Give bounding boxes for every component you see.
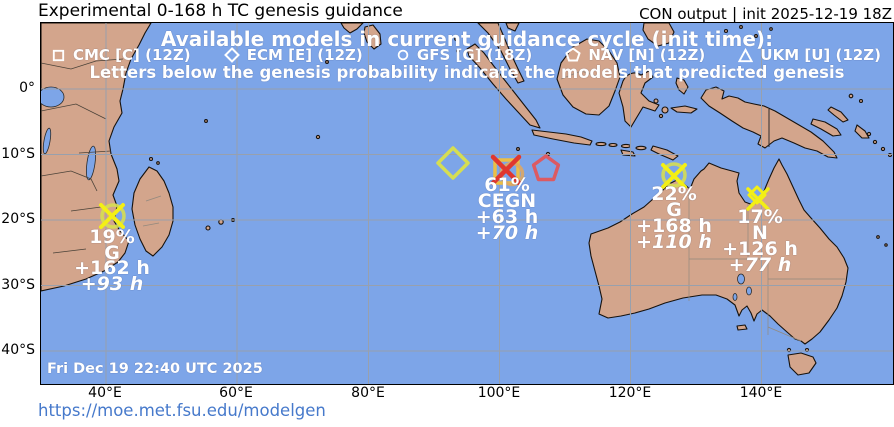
lon-tick-140e: 140°E [739, 385, 783, 401]
genesis-valid-hour: +93 h [80, 272, 144, 295]
lon-tick-100e: 100°E [477, 385, 521, 401]
genesis-symbols [99, 146, 770, 229]
ecm-diamond-icon [436, 146, 470, 180]
title-separator: | [731, 4, 738, 23]
legend-item-nav: NAV [N] (12Z) [565, 46, 705, 64]
gfs-genesis-circle-icon [661, 162, 687, 188]
landmass-tasmania [787, 352, 817, 376]
legend-label: UKM [U] (12Z) [760, 46, 881, 64]
landmass-indochina-bit [505, 23, 520, 32]
product-name: CON output [639, 5, 727, 23]
title-bar: Experimental 0-168 h TC genesis guidance… [0, 0, 894, 23]
legend-label: GFS [G] (18Z) [416, 46, 533, 64]
gfs-circle-icon [397, 49, 409, 61]
legend-item-ecm: ECM [E] (12Z) [223, 46, 363, 64]
genesis-area-2-label: 61% CEGN +63 h +70 h [475, 174, 539, 244]
init-time: init 2025-12-19 18Z [742, 5, 892, 23]
legend-label: NAV [N] (12Z) [588, 46, 706, 64]
cmc-square-icon [52, 49, 65, 61]
landmass-seram [670, 105, 698, 114]
genesis-valid-hour: +110 h [636, 231, 712, 253]
banner-heading: Available models in current guidance cyc… [160, 27, 774, 51]
genesis-models: N [752, 222, 768, 244]
landmass-new-britain [810, 118, 842, 137]
lon-tick-120e: 120°E [608, 385, 652, 401]
genesis-hour: +126 h [722, 238, 798, 260]
consensus-x-icon [490, 154, 522, 186]
genesis-hour: +162 h [74, 257, 150, 279]
model-legend: CMC [C] (12Z) ECM [E] (12Z) GFS [G] (18Z… [51, 46, 881, 64]
genesis-area-1-label: 19% G +162 h +93 h [74, 226, 150, 295]
banner-note: Letters below the genesis probability in… [89, 63, 845, 82]
legend-label: CMC [C] (12Z) [73, 46, 191, 64]
genesis-area-3-marker [661, 162, 687, 189]
ukm-triangle-icon [738, 47, 754, 62]
lon-tick-80e: 80°E [351, 385, 385, 401]
landmass-kangaroo-island [736, 324, 748, 331]
basemap-svg [41, 23, 893, 384]
genesis-valid-hour: +70 h [475, 222, 539, 244]
landmass-mindanao [642, 23, 675, 47]
genesis-valid-hour: +77 h [728, 254, 792, 276]
lat-tick-40s: 40°S [1, 342, 35, 358]
source-url-link[interactable]: https://moe.met.fsu.edu/modelgen [38, 401, 326, 420]
genesis-area-4-marker [746, 185, 770, 211]
landmass-australia [588, 158, 849, 345]
landmass-malay-peninsula [477, 23, 525, 84]
lat-tick-20s: 20°S [1, 211, 35, 227]
nav-pentagon-icon [565, 47, 582, 62]
genesis-x-icon [661, 163, 687, 189]
genesis-hour: +168 h [636, 215, 712, 237]
landmass-new-ireland [827, 106, 849, 123]
genesis-area-4-label: 17% N +126 h +77 h [722, 206, 798, 276]
lat-tick-30s: 30°S [1, 277, 35, 293]
genesis-probability: 19% [89, 226, 135, 248]
ocean [41, 23, 893, 384]
lat-tick-0: 0° [19, 80, 35, 96]
page-title: Experimental 0-168 h TC genesis guidance [38, 1, 403, 21]
landmass-sumatra [466, 43, 541, 129]
gfs-genesis-circle-icon [100, 203, 126, 229]
genesis-area-3-label: 22% G +168 h +110 h [636, 183, 712, 253]
genesis-x-icon [99, 203, 125, 229]
landmass-borneo [556, 38, 621, 116]
legend-label: ECM [E] (12Z) [246, 46, 363, 64]
ecm-diamond-icon [223, 47, 240, 63]
init-info: CON output | init 2025-12-19 18Z [639, 4, 892, 23]
genesis-area-1-marker [99, 203, 126, 229]
lon-tick-60e: 60°E [219, 385, 253, 401]
landmass-bougainville [854, 124, 870, 139]
lat-tick-10s: 10°S [1, 146, 35, 162]
legend-item-cmc: CMC [C] (12Z) [51, 46, 191, 64]
genesis-probability: 22% [651, 183, 697, 205]
landmass-india-tip [340, 23, 364, 34]
genesis-probability: 61% [484, 174, 530, 196]
landmass-halmahera [675, 77, 689, 95]
landmass-java [531, 129, 593, 146]
genesis-models: G [666, 199, 682, 221]
genesis-x-icon [746, 187, 770, 211]
genesis-area-2-marker [436, 146, 561, 187]
map-timestamp: Fri Dec 19 22:40 UTC 2025 [47, 361, 263, 377]
genesis-probability: 17% [737, 206, 783, 228]
lon-tick-40e: 40°E [88, 385, 122, 401]
political-borders [41, 58, 845, 342]
landmass-madagascar [131, 166, 174, 257]
legend-item-ukm: UKM [U] (12Z) [738, 46, 881, 64]
genesis-models: CEGN [477, 190, 537, 212]
genesis-models: G [104, 241, 120, 264]
legend-item-gfs: GFS [G] (18Z) [396, 46, 532, 64]
nav-pentagon-icon [531, 154, 561, 182]
landmasses [41, 23, 893, 376]
genesis-hour: +63 h [475, 206, 539, 228]
map: Available models in current guidance cyc… [40, 22, 894, 385]
landmass-timor [650, 145, 679, 161]
